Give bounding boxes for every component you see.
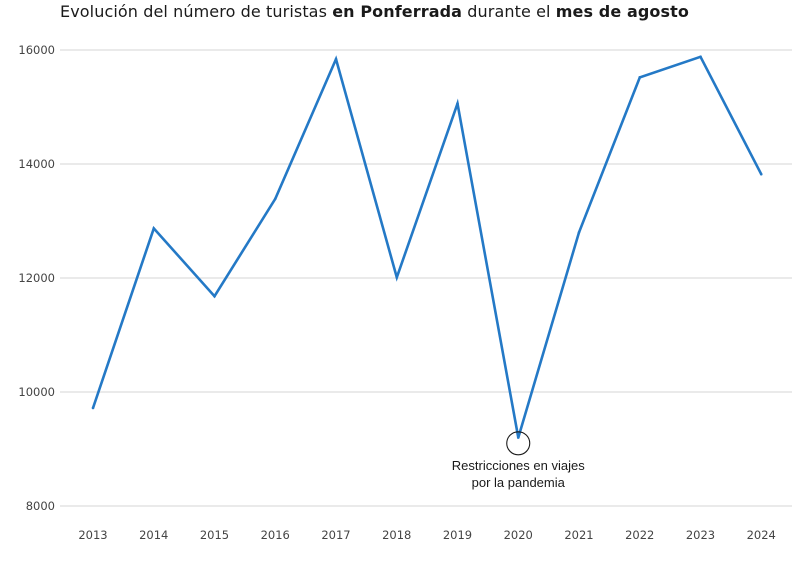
data-point	[152, 227, 156, 230]
data-point	[91, 406, 95, 410]
y-tick-label: 14000	[18, 157, 55, 171]
x-tick-label: 2013	[78, 528, 107, 542]
chart-title-bold1: en Ponferrada	[332, 2, 463, 21]
data-point	[516, 436, 520, 439]
x-tick-label: 2020	[504, 528, 533, 542]
y-tick-label: 10000	[18, 385, 55, 399]
data-point	[638, 76, 642, 79]
x-tick-label: 2024	[747, 528, 776, 542]
x-axis-ticks: 2013 2014 2015 2016 2017 2018 2019 2020 2021 2022…	[78, 528, 776, 542]
data-point	[577, 231, 581, 234]
y-tick-label: 12000	[18, 271, 55, 285]
x-tick-label: 2022	[625, 528, 654, 542]
x-tick-label: 2023	[686, 528, 715, 542]
data-point	[759, 172, 763, 176]
chart-title-bold2: mes de agosto	[555, 2, 689, 21]
series-layer	[91, 55, 763, 439]
x-tick-label: 2015	[200, 528, 229, 542]
x-tick-label: 2016	[261, 528, 290, 542]
x-tick-label: 2014	[139, 528, 168, 542]
chart-title-part1: Evolución del número de turistas	[60, 2, 333, 21]
data-point	[213, 294, 216, 298]
annotation: Restricciones en viajes por la pandemia	[452, 431, 585, 490]
data-point	[456, 102, 459, 105]
chart-title-part2: durante el	[462, 2, 556, 21]
annotation-circle	[506, 431, 531, 456]
annotation-text-line1: Restricciones en viajes	[452, 458, 585, 473]
data-point	[334, 57, 338, 61]
annotation-text-line2: por la pandemia	[472, 475, 566, 490]
y-axis-ticks: 8000 10000 12000 14000 16000	[18, 43, 55, 513]
gridlines	[60, 49, 792, 507]
x-tick-label: 2017	[321, 528, 350, 542]
series-line	[91, 55, 763, 438]
x-tick-label: 2021	[564, 528, 593, 542]
y-tick-label: 8000	[26, 499, 55, 513]
data-point	[273, 197, 277, 201]
data-point	[395, 276, 399, 279]
x-tick-label: 2019	[443, 528, 472, 542]
data-point	[699, 55, 702, 59]
y-tick-label: 16000	[18, 43, 55, 57]
x-tick-label: 2018	[382, 528, 411, 542]
chart-title: Evolución del número de turistas en Ponf…	[60, 2, 689, 21]
